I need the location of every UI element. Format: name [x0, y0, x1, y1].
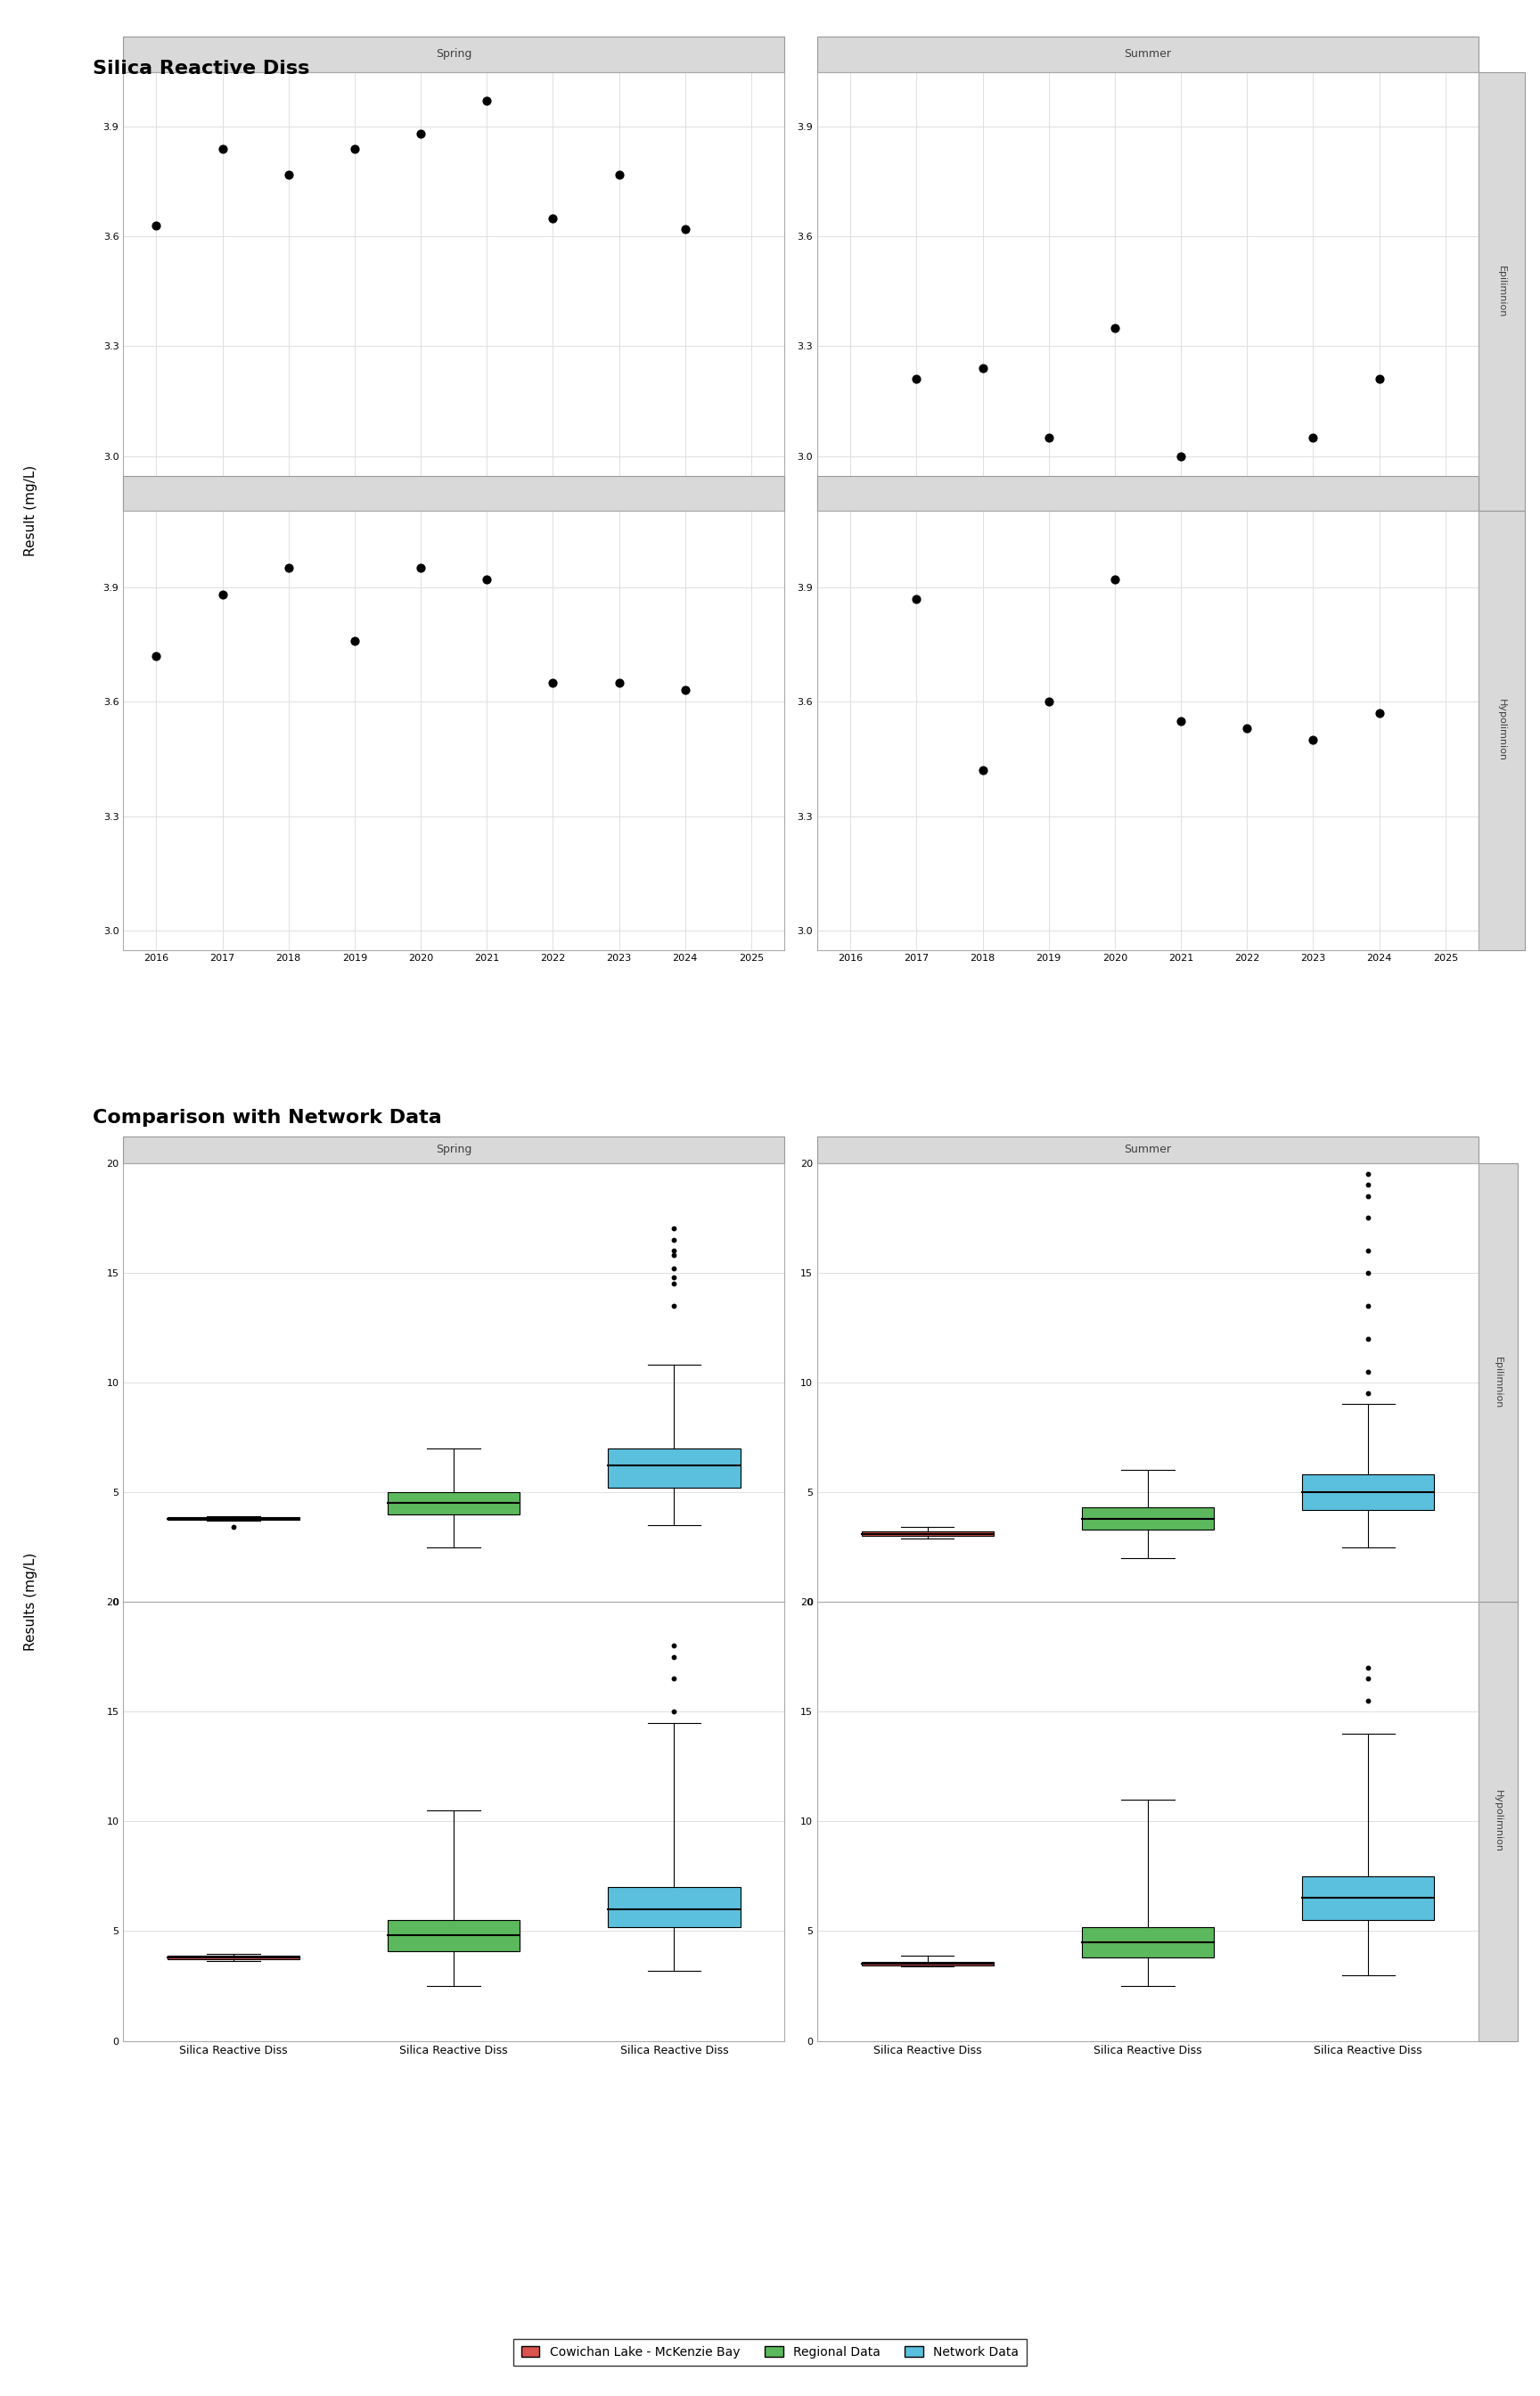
Point	[662, 1287, 687, 1325]
FancyBboxPatch shape	[123, 36, 784, 72]
Point	[1036, 419, 1061, 458]
Point	[673, 211, 698, 249]
Point	[904, 359, 929, 398]
Point	[474, 81, 499, 120]
Text: Summer: Summer	[1124, 48, 1172, 60]
Point	[1235, 462, 1260, 501]
Text: Epilimnion: Epilimnion	[1494, 1356, 1503, 1409]
Bar	[1081, 1507, 1214, 1529]
Point	[1301, 721, 1326, 760]
Point	[662, 1636, 687, 1675]
FancyBboxPatch shape	[1478, 1162, 1518, 1603]
Point	[1355, 1320, 1380, 1359]
Text: Comparison with Network Data: Comparison with Network Data	[92, 1109, 442, 1126]
Bar	[1303, 1474, 1434, 1509]
Point	[662, 1220, 687, 1258]
Bar	[608, 1888, 741, 1926]
Point	[1355, 1176, 1380, 1215]
Bar	[168, 1955, 299, 1960]
Text: Hypolimnion: Hypolimnion	[1497, 700, 1506, 762]
Point	[1169, 436, 1193, 474]
Point	[1355, 1253, 1380, 1291]
Point	[1103, 561, 1127, 599]
Point	[1368, 359, 1392, 398]
Text: Silica Reactive Diss: Silica Reactive Diss	[92, 60, 310, 77]
Point	[607, 664, 631, 702]
Text: Spring: Spring	[436, 48, 471, 60]
Point	[607, 156, 631, 194]
Point	[662, 1210, 687, 1248]
Point	[408, 549, 433, 587]
Point	[1355, 1648, 1380, 1687]
Point	[673, 671, 698, 709]
Point	[970, 752, 995, 791]
Point	[276, 549, 300, 587]
Point	[408, 115, 433, 153]
Point	[209, 129, 234, 168]
FancyBboxPatch shape	[818, 1136, 1478, 1162]
Text: Result (mg/L): Result (mg/L)	[25, 465, 37, 556]
Text: Hypolimnion: Hypolimnion	[1494, 1790, 1503, 1852]
Point	[1235, 709, 1260, 748]
Point	[1169, 702, 1193, 740]
Point	[662, 1248, 687, 1287]
Point	[970, 350, 995, 388]
Point	[474, 561, 499, 599]
Point	[209, 575, 234, 613]
Bar	[1303, 1876, 1434, 1919]
Point	[222, 1507, 246, 1545]
Point	[1036, 683, 1061, 721]
Point	[342, 129, 367, 168]
Text: Epilimnion: Epilimnion	[1497, 266, 1506, 316]
Text: Results (mg/L): Results (mg/L)	[25, 1553, 37, 1651]
Bar	[388, 1493, 521, 1514]
Point	[662, 1627, 687, 1665]
Bar	[388, 1919, 521, 1950]
Point	[342, 621, 367, 659]
Point	[662, 1232, 687, 1270]
Point	[1355, 1155, 1380, 1193]
Bar	[861, 1531, 993, 1536]
Point	[662, 1265, 687, 1303]
Point	[904, 580, 929, 618]
Point	[1355, 1351, 1380, 1390]
FancyBboxPatch shape	[1478, 1603, 1518, 2041]
Point	[541, 664, 565, 702]
Point	[662, 1692, 687, 1730]
FancyBboxPatch shape	[1478, 510, 1525, 949]
Point	[143, 637, 168, 676]
Text: Summer: Summer	[1124, 1143, 1172, 1155]
Point	[276, 156, 300, 194]
Point	[1355, 1198, 1380, 1236]
Point	[662, 1236, 687, 1275]
Point	[662, 1258, 687, 1296]
FancyBboxPatch shape	[123, 1136, 784, 1162]
Point	[1355, 1375, 1380, 1414]
Bar	[1081, 1926, 1214, 1958]
Text: Spring: Spring	[436, 1143, 471, 1155]
Point	[1355, 1660, 1380, 1699]
FancyBboxPatch shape	[818, 477, 1478, 510]
Point	[1103, 309, 1127, 347]
Bar	[861, 1962, 993, 1965]
FancyBboxPatch shape	[123, 477, 784, 510]
Point	[1355, 1682, 1380, 1720]
Point	[1355, 1232, 1380, 1270]
Point	[1301, 419, 1326, 458]
FancyBboxPatch shape	[818, 36, 1478, 72]
Point	[1368, 695, 1392, 733]
Point	[1355, 1287, 1380, 1325]
FancyBboxPatch shape	[1478, 72, 1525, 510]
Point	[662, 1660, 687, 1699]
Bar	[608, 1447, 741, 1488]
Point	[1355, 1167, 1380, 1205]
Legend: Cowichan Lake - McKenzie Bay, Regional Data, Network Data: Cowichan Lake - McKenzie Bay, Regional D…	[513, 2338, 1027, 2365]
Point	[143, 206, 168, 244]
Point	[541, 199, 565, 237]
